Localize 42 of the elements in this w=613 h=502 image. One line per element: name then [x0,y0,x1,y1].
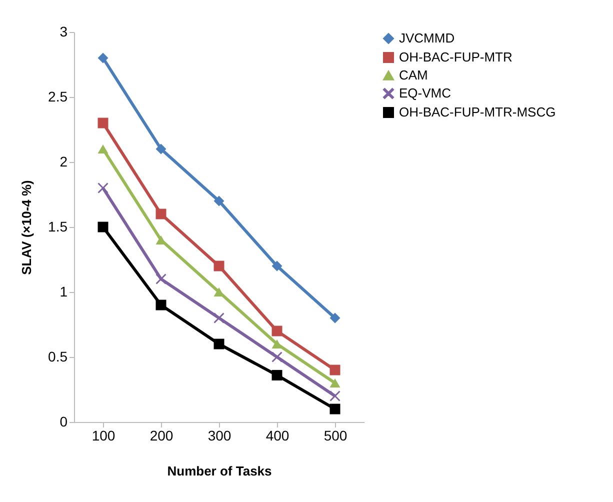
point [214,196,224,206]
point [330,404,340,414]
legend-label: OH-BAC-FUP-MTR-MSCG [399,104,556,120]
legend-label: JVCMMD [399,30,455,46]
x-tick-label: 100 [92,428,116,444]
y-axis-title: SLAV (×10-4 %) [19,180,34,275]
point [214,338,224,350]
point [156,300,166,310]
y-tick-label: 0 [60,414,68,430]
point [214,312,224,324]
point [98,182,108,194]
point [156,274,166,284]
y-tick-label: 2 [60,154,68,170]
y-tick-label: 2.5 [48,88,68,104]
x-tick-label: 300 [208,428,232,444]
point [98,52,108,64]
point [330,312,340,324]
point [330,378,340,388]
y-tick-label: 1.5 [48,218,68,234]
point [272,260,282,272]
y-tick-label: 3 [60,24,68,40]
x-tick-label: 500 [324,428,348,444]
point [98,144,108,154]
x-axis-title: Number of Tasks [167,464,272,478]
point [156,144,166,154]
point [272,326,282,336]
legend-label: OH-BAC-FUP-MTR [399,50,512,64]
point [98,222,108,232]
y-tick-label: 1 [60,284,68,300]
legend-label: CAM [399,68,428,82]
y-tick-label: 0.5 [48,348,68,364]
point [98,118,108,128]
point [330,364,340,376]
x-tick-label: 200 [150,428,174,444]
point [330,390,340,402]
x-tick-label: 400 [266,428,290,444]
point [156,208,166,220]
point [272,370,282,380]
point [272,339,282,349]
legend-label: EQ-VMC [399,86,451,100]
point [214,260,224,272]
point [272,352,282,362]
